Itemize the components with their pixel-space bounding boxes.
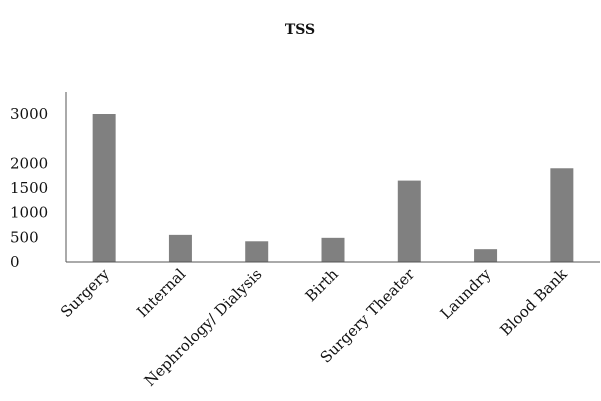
bar-laundry bbox=[474, 249, 498, 262]
y-tick-label: 500 bbox=[10, 228, 39, 246]
chart-title: TSS bbox=[285, 22, 315, 38]
y-axis-ticks: 0 500 1000 1500 2000 3000 bbox=[10, 105, 48, 271]
bar-internal bbox=[168, 234, 192, 262]
y-tick-label: 3000 bbox=[10, 105, 48, 123]
bar-surgery bbox=[92, 114, 116, 262]
x-tick-label: Internal bbox=[133, 265, 189, 321]
y-tick-label: 1000 bbox=[10, 204, 48, 222]
bar-nephrology-dialysis bbox=[245, 241, 269, 262]
bar-surgery-theater bbox=[397, 180, 421, 262]
x-tick-label: Laundry bbox=[437, 265, 495, 323]
x-tick-label: Blood Bank bbox=[496, 264, 571, 339]
bar-birth bbox=[321, 237, 345, 262]
y-tick-label: 0 bbox=[10, 253, 20, 271]
bars bbox=[92, 114, 574, 262]
y-tick-label: 1500 bbox=[10, 179, 48, 197]
y-tick-label: 2000 bbox=[10, 154, 48, 172]
x-tick-label: Surgery bbox=[57, 265, 113, 321]
x-tick-label: Birth bbox=[302, 265, 342, 305]
bar-blood-bank bbox=[550, 168, 574, 262]
